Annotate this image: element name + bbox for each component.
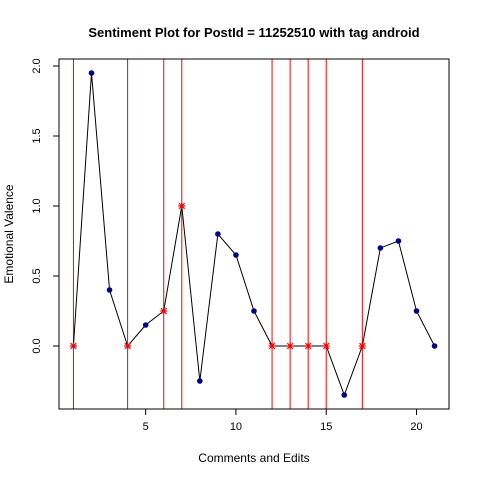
edit-point: [69, 342, 77, 350]
y-tick-label: 1.0: [31, 198, 43, 213]
chart-title: Sentiment Plot for PostId = 11252510 wit…: [88, 25, 419, 40]
comment-point: [395, 238, 402, 244]
y-tick-label: 2.0: [31, 58, 43, 73]
comment-point: [431, 343, 438, 349]
comment-point: [341, 392, 348, 398]
edit-point-stroke: [286, 342, 294, 350]
comment-point: [106, 287, 113, 293]
comment-point: [251, 308, 257, 314]
edit-point: [286, 342, 294, 350]
plot-frame: [58, 58, 450, 410]
x-tick-label: 15: [320, 421, 332, 433]
comment-point: [197, 378, 203, 384]
edit-point-stroke: [70, 342, 77, 350]
edit-lines-group: [72, 59, 363, 409]
edit-point-stroke: [160, 307, 167, 315]
comment-point: [142, 322, 149, 328]
edit-point: [268, 342, 276, 350]
y-tick-label: 1.5: [31, 128, 43, 143]
edit-point: [358, 342, 366, 350]
edit-point: [124, 342, 132, 350]
comment-point: [215, 231, 221, 237]
edit-point-stroke: [178, 202, 186, 210]
edit-point: [178, 202, 186, 210]
x-tick-label: 20: [410, 421, 422, 433]
edit-point: [304, 342, 312, 350]
edit-point-stroke: [124, 342, 131, 350]
markers-group: [69, 70, 438, 398]
comment-point: [233, 252, 239, 258]
y-tick-label: 0.0: [31, 338, 43, 353]
edit-point-stroke: [304, 342, 312, 350]
y-axis-label: Emotional Valence: [2, 184, 16, 283]
x-axis-label: Comments and Edits: [198, 451, 309, 465]
comment-point: [413, 308, 420, 314]
edit-point-stroke: [359, 342, 366, 350]
edit-point: [322, 342, 330, 350]
edit-point: [160, 307, 168, 315]
y-axis: 0.0 0.5 1.0 1.5 2.0: [31, 58, 59, 354]
x-tick-label: 5: [143, 421, 149, 433]
edit-point-stroke: [322, 342, 330, 350]
y-tick-label: 0.5: [31, 268, 43, 283]
x-axis: 5 10 15 20: [143, 409, 423, 433]
comment-point: [377, 245, 384, 251]
edit-point-stroke: [268, 342, 276, 350]
comment-point: [88, 70, 95, 76]
x-tick-label: 10: [230, 421, 242, 433]
